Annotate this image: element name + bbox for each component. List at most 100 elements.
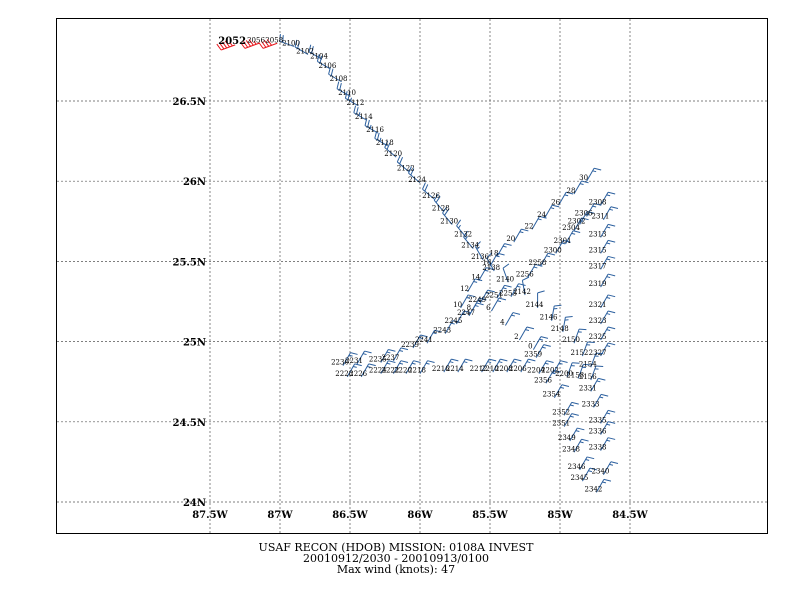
wind-barb xyxy=(419,360,435,374)
wind-barb xyxy=(328,67,342,83)
observation-time-label: 2256 xyxy=(516,270,534,278)
observation-time-label: 2245 xyxy=(444,317,462,325)
wind-barb xyxy=(531,215,547,230)
observation-time-label: 2104 xyxy=(310,52,328,60)
observation-time-label: 2342 xyxy=(584,485,602,493)
wind-barb xyxy=(380,360,396,374)
wind-barb xyxy=(545,369,561,384)
observation-time-label: 2333 xyxy=(582,400,600,408)
observation-time-label: 30 xyxy=(579,174,588,182)
wind-barb xyxy=(471,297,487,312)
observation-time-label: 2136 xyxy=(471,253,489,261)
mission-title: USAF RECON (HDOB) MISSION: 0108A INVEST xyxy=(258,541,534,554)
wind-barb xyxy=(392,360,409,374)
observation-time-label: 2243 xyxy=(433,327,451,335)
wind-barb xyxy=(353,105,368,121)
wind-barb xyxy=(316,54,331,70)
wind-barb xyxy=(535,344,551,358)
wind-barb xyxy=(573,438,589,453)
observation-time-label: 2235 xyxy=(369,355,387,363)
observation-time-label: 2224 xyxy=(369,367,387,375)
latitude-tick-label: 26N xyxy=(183,177,206,188)
wind-barb xyxy=(279,34,295,47)
wind-barb xyxy=(460,294,476,309)
observation-time-label: 2308 xyxy=(589,198,607,206)
observation-time-label: 14 xyxy=(471,274,480,282)
wind-barb xyxy=(520,358,536,373)
observation-time-label: 2208 xyxy=(495,365,513,373)
wind-barb xyxy=(344,91,359,107)
observation-time-label: 2108 xyxy=(330,75,348,83)
wind-barb xyxy=(600,310,616,325)
observation-time-label: 2200 xyxy=(555,370,573,378)
observation-time-label: 2302 xyxy=(568,218,586,226)
observation-time-label: 2300 xyxy=(544,246,562,254)
wind-barb xyxy=(496,284,512,299)
longitude-tick-label: 84.5W xyxy=(612,510,648,521)
observation-time-label: 2354 xyxy=(542,391,560,399)
observation-time-label: 2218 xyxy=(408,367,426,375)
wind-barb xyxy=(569,427,585,442)
longitude-tick-label: 86.5W xyxy=(332,510,368,521)
wind-barb xyxy=(527,263,543,278)
observation-time-label: 2146 xyxy=(540,314,558,322)
observation-time-label: 20 xyxy=(506,235,515,243)
time-label-layer: 2052 2056 20582100210221042106210821102112… xyxy=(218,36,609,494)
wind-barb xyxy=(544,204,560,219)
latitude-tick-label: 24N xyxy=(183,498,206,509)
observation-time-label: 2120 xyxy=(384,150,402,158)
wind-barb xyxy=(590,377,606,392)
observation-time-label: 2313 xyxy=(589,230,607,238)
wind-barb xyxy=(308,44,323,60)
observation-time-label: 2251 xyxy=(485,291,503,299)
wind-barb xyxy=(396,155,410,172)
observation-time-label: 2130 xyxy=(440,218,458,226)
observation-time-label: 4 xyxy=(500,319,505,327)
observation-time-label: 2306 xyxy=(575,209,593,217)
observation-time-label: 2220 xyxy=(394,367,412,375)
wind-barb xyxy=(392,347,409,362)
wind-barb xyxy=(600,342,616,357)
observation-time-label: 2202 xyxy=(541,367,559,375)
wind-barb xyxy=(602,206,619,220)
wind-barb xyxy=(463,230,474,249)
observation-time-label: 2231 xyxy=(345,357,363,365)
observation-time-label: 2351 xyxy=(552,420,570,428)
observation-time-label: 2118 xyxy=(376,139,394,147)
wind-barb xyxy=(563,401,579,416)
observation-time-label: 12 xyxy=(460,285,469,293)
wind-barb xyxy=(573,217,589,232)
wind-barb xyxy=(502,263,510,283)
latitude-tick-label: 26.5N xyxy=(173,97,207,108)
wind-barb xyxy=(602,461,619,475)
observation-time-label: 2304 xyxy=(562,224,580,232)
wind-barb xyxy=(294,39,309,55)
observation-time-label: 2114 xyxy=(355,113,373,121)
longitude-tick-label: 87.5W xyxy=(192,510,228,521)
observation-time-label: 2158 xyxy=(566,371,584,379)
wind-barb xyxy=(380,348,396,363)
wind-barb xyxy=(336,81,351,97)
wind-barb xyxy=(455,310,472,325)
wind-barb xyxy=(600,191,616,206)
wind-barb xyxy=(513,228,529,243)
wind-barb xyxy=(600,273,616,288)
wind-barb xyxy=(590,365,604,381)
wind-barb xyxy=(586,167,602,182)
observation-time-label: 2321 xyxy=(589,301,607,309)
wind-barb xyxy=(443,358,459,373)
observation-time-label: 2311 xyxy=(591,213,609,221)
observation-time-label: 2100 xyxy=(282,39,300,47)
wind-barb xyxy=(552,360,568,374)
wind-barb xyxy=(356,350,372,365)
longitude-tick-label: 86W xyxy=(407,510,433,521)
observation-time-label: 2106 xyxy=(318,62,336,70)
observation-time-label: 2258 xyxy=(528,259,546,267)
wind-barb xyxy=(479,289,495,304)
wind-barb xyxy=(600,223,616,238)
observation-time-label: 10 xyxy=(453,301,462,309)
wind-barb xyxy=(422,182,435,200)
observation-time-label: 2148 xyxy=(551,325,569,333)
wind-barb xyxy=(600,239,616,254)
wind-barb xyxy=(240,39,260,49)
